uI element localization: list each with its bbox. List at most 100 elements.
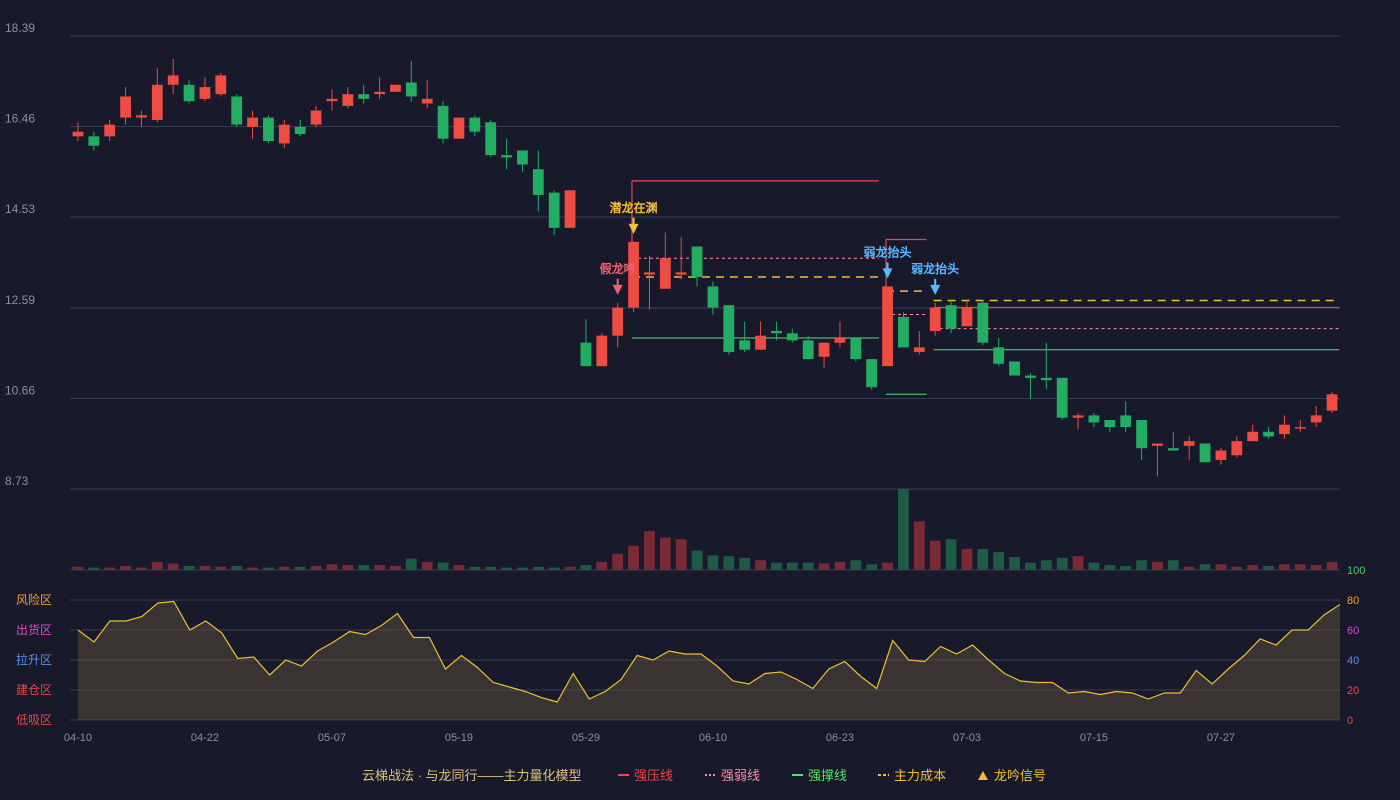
volume-bar [977, 548, 989, 570]
volume-bar [612, 553, 624, 570]
candle [151, 68, 163, 123]
sentiment-line [77, 600, 1341, 703]
signal-annotation: 潜龙在渊 [610, 200, 658, 234]
candle-body [564, 190, 576, 228]
candle-body [945, 305, 957, 329]
sentiment-zone-label: 拉升区 [16, 652, 52, 667]
candle-body [723, 305, 735, 353]
candle-body [739, 340, 751, 350]
candle-body [1152, 443, 1163, 446]
candle [850, 338, 862, 362]
candle [120, 87, 131, 125]
candle-body [310, 110, 322, 125]
candle-body [1072, 415, 1084, 418]
candle [675, 237, 687, 280]
signal-label: 潜龙在渊 [610, 200, 658, 215]
candle-body [247, 117, 258, 127]
volume-bar [421, 561, 433, 570]
volume-bar [231, 565, 243, 570]
candle-body [659, 258, 671, 289]
volume-bar [580, 565, 592, 570]
candle [1088, 413, 1100, 428]
candle-body [390, 84, 401, 92]
volume-bar [707, 555, 719, 570]
price-tick-label: 18.39 [5, 21, 35, 35]
volume-bar [342, 565, 354, 570]
candle [310, 105, 322, 127]
candle [88, 131, 100, 151]
volume-bar [183, 565, 195, 570]
candle-body [913, 347, 925, 353]
candle-body [596, 335, 608, 367]
volume-bar [120, 565, 131, 570]
candle-body [326, 98, 338, 102]
volume-bar [913, 521, 925, 570]
signal-label: 假龙吟 [600, 261, 636, 276]
candle [215, 73, 227, 97]
candle-body [866, 359, 878, 388]
volume-bar [644, 531, 655, 570]
candle [1247, 424, 1259, 442]
candle-body [120, 96, 131, 118]
volume-bar [1167, 560, 1179, 570]
candle-body [485, 122, 497, 156]
candle-body [1167, 448, 1179, 451]
candle [390, 84, 401, 92]
candle-body [1009, 361, 1020, 376]
price-grid [70, 35, 1340, 490]
candle [1104, 420, 1116, 432]
legend-label: 主力成本 [894, 768, 946, 783]
legend-item-signal: 龙吟信号 [978, 768, 1046, 783]
volume-bar [167, 563, 179, 570]
candle [628, 241, 639, 313]
legend-label: 强撑线 [808, 768, 847, 783]
candle-body [358, 94, 370, 99]
candle [437, 101, 449, 144]
sentiment-area [78, 601, 1340, 720]
volume-bar [390, 565, 401, 570]
volume-bar [517, 567, 528, 570]
candle-body [882, 286, 893, 367]
candle [834, 321, 846, 348]
volume-bar [485, 566, 497, 570]
candle-body [1231, 441, 1243, 456]
volume-bar [1040, 560, 1052, 570]
candle-body [548, 192, 560, 228]
candle [612, 302, 624, 348]
candle-body [898, 316, 909, 348]
volume-bar [929, 540, 941, 570]
candle [374, 77, 385, 99]
candle [961, 300, 973, 327]
legend[interactable]: 云梯战法 · 与龙同行——主力量化模型 强压线 强弱线 强撑线 主力成本 龙吟信号 [362, 768, 1046, 783]
candle [167, 58, 179, 95]
volume-bar [1199, 564, 1211, 570]
price-tick-label: 10.66 [5, 383, 35, 397]
candle [501, 138, 512, 170]
date-tick-label: 05-07 [318, 732, 346, 744]
candle [755, 321, 766, 350]
volume-bar [691, 550, 703, 570]
volume-bar [850, 560, 862, 570]
signal-annotation: 弱龙抬头 [911, 261, 959, 295]
price-tick-label: 16.46 [5, 112, 35, 126]
volume-bar [453, 565, 465, 570]
volume-series [72, 489, 1338, 570]
candle-body [151, 84, 163, 120]
candle [1167, 431, 1179, 451]
volume-bar [1294, 564, 1306, 570]
candle [659, 232, 671, 289]
volume-bar [771, 562, 782, 570]
legend-item-weak-dotted: 强弱线 [705, 768, 760, 783]
candle-body [1040, 377, 1052, 381]
candle-body [469, 117, 481, 132]
candle [707, 281, 719, 315]
candle-body [88, 136, 100, 146]
candle [1294, 420, 1306, 432]
legend-label: 龙吟信号 [994, 768, 1046, 783]
level-lines [631, 180, 1340, 395]
candle-body [278, 124, 290, 144]
signal-arrow-icon [930, 284, 941, 295]
sentiment-tick-label: 80 [1347, 595, 1359, 607]
volume-bar [1326, 561, 1338, 570]
